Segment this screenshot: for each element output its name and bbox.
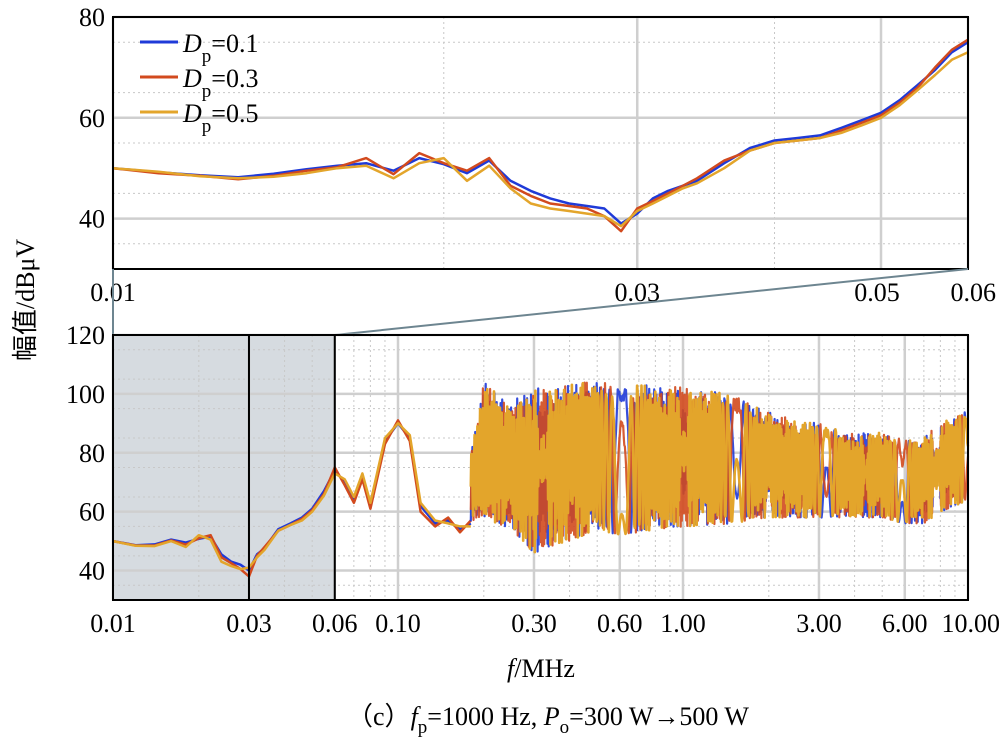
y-axis-label: 幅值/dBμV xyxy=(11,239,40,362)
y-tick-label: 60 xyxy=(79,104,105,133)
zoom-line-right xyxy=(334,268,969,336)
x-tick-label: 0.06 xyxy=(312,609,358,638)
top-plot-area xyxy=(113,17,968,269)
top-series-line xyxy=(112,38,969,233)
y-tick-label: 40 xyxy=(79,557,105,586)
x-tick-label: 0.30 xyxy=(511,609,557,638)
bottom-series-line xyxy=(112,422,471,571)
legend-label-dp03: Dp=0.3 xyxy=(182,64,258,102)
x-tick-label: 0.03 xyxy=(226,609,272,638)
top-frame xyxy=(112,16,969,270)
x-tick-label: 0.05 xyxy=(854,278,900,307)
x-tick-label: 0.01 xyxy=(90,609,136,638)
top-series-group xyxy=(112,38,969,233)
top-series-line xyxy=(112,51,969,228)
y-tick-label: 80 xyxy=(79,3,105,32)
x-tick-label: 0.10 xyxy=(375,609,421,638)
figure-caption: （c）fp=1000 Hz, Po=300 W→500 W xyxy=(347,702,749,738)
x-tick-label: 6.00 xyxy=(882,609,928,638)
x-tick-label: 1.00 xyxy=(660,609,706,638)
x-tick-label: 0.06 xyxy=(951,278,997,307)
bottom-oscillation-line xyxy=(469,381,970,554)
y-tick-label: 100 xyxy=(66,380,105,409)
x-tick-label: 3.00 xyxy=(796,609,842,638)
x-tick-label: 10.00 xyxy=(942,609,1001,638)
y-tick-label: 60 xyxy=(79,498,105,527)
x-axis-label: f/MHz xyxy=(507,654,575,683)
bottom-marker-lines xyxy=(247,335,336,600)
legend: Dp=0.1 Dp=0.3 Dp=0.5 xyxy=(140,29,258,137)
bottom-frame xyxy=(112,334,969,601)
legend-label-dp01: Dp=0.1 xyxy=(182,29,258,67)
legend-label-dp05: Dp=0.5 xyxy=(182,99,258,137)
bottom-tick-labels: 0.01 0.03 0.06 0.10 0.30 0.60 1.00 3.00 6.00 10.0… xyxy=(66,321,1000,638)
y-tick-label: 120 xyxy=(66,321,105,350)
y-tick-label: 40 xyxy=(79,205,105,234)
zoom-connector xyxy=(112,268,969,336)
x-tick-label: 0.60 xyxy=(597,609,643,638)
y-tick-label: 80 xyxy=(79,439,105,468)
bottom-series-group xyxy=(112,381,970,578)
